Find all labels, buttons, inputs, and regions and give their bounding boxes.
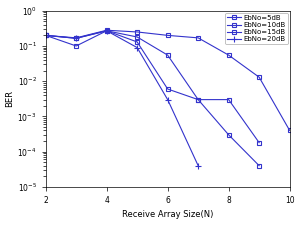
- EbNo=5dB: [105, 29, 109, 32]
- EbNo=5dB: [74, 36, 78, 39]
- EbNo=20dB: [74, 37, 78, 40]
- EbNo=15dB: [196, 98, 200, 101]
- EbNo=5dB: [166, 34, 169, 37]
- Line: EbNo=20dB: EbNo=20dB: [42, 27, 202, 169]
- EbNo=15dB: [227, 133, 230, 136]
- EbNo=5dB: [135, 31, 139, 33]
- EbNo=10dB: [105, 29, 109, 32]
- EbNo=20dB: [166, 98, 169, 101]
- EbNo=10dB: [257, 141, 261, 144]
- EbNo=15dB: [105, 29, 109, 32]
- EbNo=15dB: [257, 164, 261, 167]
- EbNo=20dB: [135, 46, 139, 49]
- EbNo=10dB: [44, 34, 47, 37]
- EbNo=10dB: [74, 45, 78, 47]
- EbNo=20dB: [196, 164, 200, 167]
- X-axis label: Receive Array Size(N): Receive Array Size(N): [122, 210, 213, 219]
- EbNo=10dB: [196, 98, 200, 101]
- EbNo=5dB: [288, 129, 291, 132]
- EbNo=15dB: [135, 41, 139, 43]
- EbNo=10dB: [166, 54, 169, 56]
- EbNo=15dB: [44, 34, 47, 37]
- Line: EbNo=10dB: EbNo=10dB: [43, 28, 262, 145]
- Line: EbNo=15dB: EbNo=15dB: [43, 28, 262, 168]
- EbNo=20dB: [44, 34, 47, 37]
- EbNo=15dB: [74, 37, 78, 40]
- EbNo=5dB: [44, 34, 47, 37]
- Y-axis label: BER: BER: [6, 90, 15, 107]
- EbNo=20dB: [105, 29, 109, 32]
- EbNo=15dB: [166, 88, 169, 90]
- Legend: EbNo=5dB, EbNo=10dB, EbNo=15dB, EbNo=20dB: EbNo=5dB, EbNo=10dB, EbNo=15dB, EbNo=20d…: [225, 13, 287, 44]
- EbNo=5dB: [227, 54, 230, 56]
- EbNo=5dB: [257, 76, 261, 79]
- EbNo=10dB: [227, 98, 230, 101]
- EbNo=10dB: [135, 36, 139, 38]
- Line: EbNo=5dB: EbNo=5dB: [43, 28, 292, 133]
- EbNo=5dB: [196, 36, 200, 39]
